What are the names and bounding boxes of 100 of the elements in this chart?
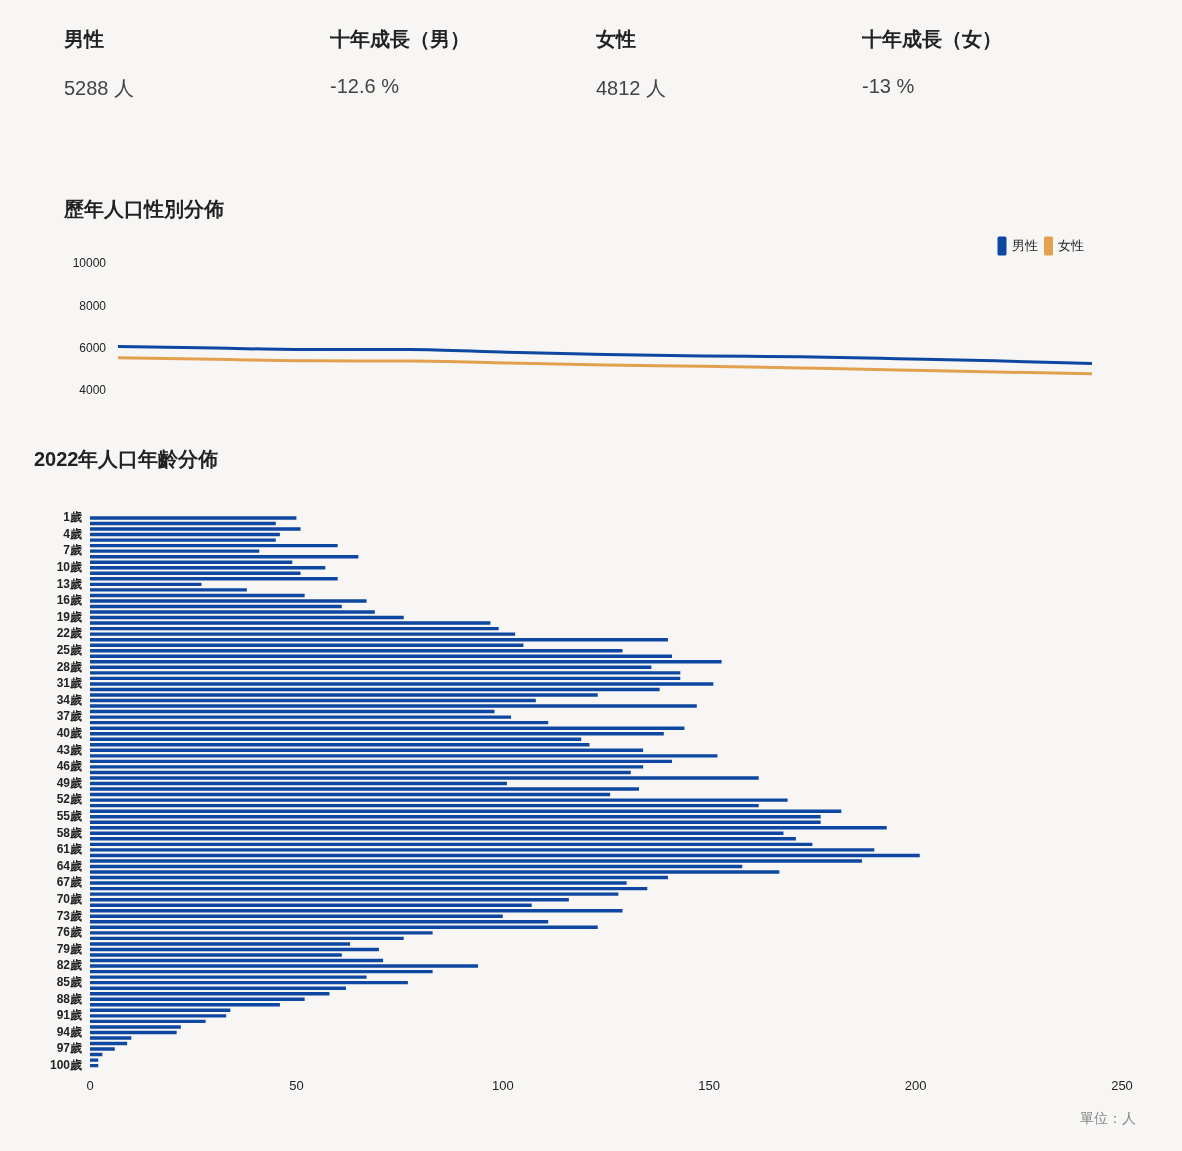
y-tick-label: 22歲 [56, 626, 82, 641]
x-tick-label: 250 [1111, 1077, 1133, 1093]
bar [90, 798, 788, 802]
bar [90, 920, 549, 924]
bar [90, 892, 619, 896]
bar [90, 754, 718, 758]
text: 5288 人 [64, 76, 135, 101]
bar [90, 1036, 132, 1040]
bar [90, 693, 598, 697]
y-tick-label: 70歲 [56, 891, 82, 906]
y-tick-label: 4歲 [63, 526, 82, 541]
y-tick-label: 19歲 [56, 609, 82, 624]
x-tick-label: 150 [698, 1077, 721, 1093]
text: -12.6 % [330, 75, 400, 98]
y-tick-label: 25歲 [56, 643, 82, 658]
y-tick-label: 79歲 [56, 941, 82, 956]
text: 男性 [64, 27, 105, 52]
text: 4812 人 [596, 76, 667, 101]
chart-title: 歷年人口性別分佈 [64, 197, 224, 222]
y-tick-label: 43歲 [56, 742, 82, 757]
y-tick-label: 64歲 [56, 858, 82, 873]
bar [90, 975, 367, 979]
x-tick-label: 50 [289, 1077, 304, 1093]
bar [90, 870, 780, 874]
bar [90, 903, 532, 907]
bar [90, 787, 640, 791]
bar [90, 577, 338, 581]
y-tick-label: 4000 [79, 383, 107, 398]
bar [90, 1025, 181, 1029]
bar [90, 549, 260, 553]
line-series [116, 344, 1094, 366]
bar [90, 715, 512, 719]
y-tick-label: 61歲 [56, 842, 82, 857]
text: 十年成長（男） [330, 27, 470, 52]
bar [90, 516, 297, 520]
y-tick-label: 97歲 [56, 1041, 82, 1056]
bar [90, 942, 351, 946]
y-tick-label: 40歲 [56, 726, 82, 741]
y-tick-label: 1歲 [63, 510, 82, 525]
y-tick-label: 67歲 [56, 875, 82, 890]
text: 十年成長（女） [862, 27, 1002, 52]
legend-label: 男性 [1011, 237, 1038, 253]
bar [90, 848, 875, 852]
bar [90, 881, 627, 885]
bar [90, 704, 697, 708]
y-tick-label: 46歲 [56, 759, 82, 774]
bar [90, 765, 644, 769]
y-tick-label: 52歲 [56, 792, 82, 807]
y-tick-label: 37歲 [56, 709, 82, 724]
bar [90, 588, 247, 592]
bar [90, 671, 681, 675]
y-tick-label: 8000 [79, 298, 107, 313]
text: -13 % [862, 75, 916, 98]
bar [90, 837, 796, 841]
bar [90, 538, 276, 542]
bar [90, 632, 516, 636]
y-tick-label: 28歲 [56, 659, 82, 674]
y-tick-label: 34歲 [56, 692, 82, 707]
bar [90, 1014, 227, 1018]
bar [90, 726, 685, 730]
bar [90, 859, 862, 863]
bar [90, 776, 759, 780]
y-tick-label: 73歲 [56, 908, 82, 923]
bar [90, 610, 375, 614]
legend-label: 女性 [1058, 237, 1084, 253]
bar [90, 1047, 115, 1051]
y-tick-label: 100歲 [49, 1057, 82, 1072]
bar [90, 621, 491, 625]
y-tick-label: 88歲 [56, 991, 82, 1006]
bar [90, 953, 342, 957]
line-series [116, 356, 1094, 376]
y-tick-label: 94歲 [56, 1024, 82, 1039]
bar [90, 682, 714, 686]
chart-title: 2022年人口年齡分佈 [34, 447, 219, 472]
y-tick-label: 76歲 [56, 925, 82, 940]
x-tick-label: 0 [86, 1077, 94, 1093]
y-tick-label: 49歲 [56, 775, 82, 790]
y-tick-label: 91歲 [56, 1008, 82, 1023]
y-tick-label: 55歲 [56, 809, 82, 824]
y-tick-label: 16歲 [56, 593, 82, 608]
bar [90, 931, 433, 935]
x-tick-label: 100 [491, 1077, 514, 1093]
bar [90, 599, 367, 603]
y-tick-label: 13歲 [56, 576, 82, 591]
y-tick-label: 6000 [79, 340, 107, 355]
y-tick-label: 7歲 [63, 543, 82, 558]
y-tick-label: 58歲 [56, 825, 82, 840]
bar [90, 527, 301, 531]
y-tick-label: 82歲 [56, 958, 82, 973]
y-tick-label: 85歲 [56, 974, 82, 989]
text: 單位：人 [1080, 1110, 1136, 1128]
bar [90, 643, 524, 647]
bar [90, 986, 346, 990]
bar [90, 660, 722, 664]
x-tick-label: 200 [904, 1077, 927, 1093]
bar [90, 809, 842, 813]
bar [90, 964, 479, 968]
y-tick-label: 10歲 [56, 560, 82, 575]
y-tick-label: 31歲 [56, 676, 82, 691]
text: 女性 [596, 27, 637, 52]
